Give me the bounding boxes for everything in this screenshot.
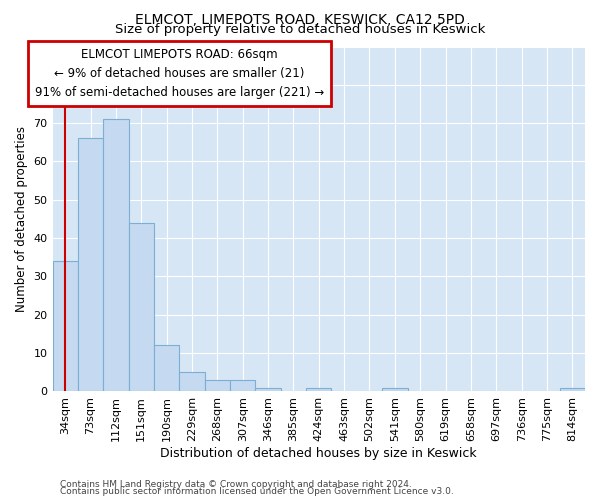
Bar [205, 380, 230, 392]
Bar [128, 223, 154, 392]
Bar [306, 388, 331, 392]
Y-axis label: Number of detached properties: Number of detached properties [15, 126, 28, 312]
Bar [230, 380, 256, 392]
Text: Contains public sector information licensed under the Open Government Licence v3: Contains public sector information licen… [60, 488, 454, 496]
Bar [560, 388, 585, 392]
Text: Size of property relative to detached houses in Keswick: Size of property relative to detached ho… [115, 24, 485, 36]
Bar [179, 372, 205, 392]
Text: ELMCOT, LIMEPOTS ROAD, KESWICK, CA12 5PD: ELMCOT, LIMEPOTS ROAD, KESWICK, CA12 5PD [135, 12, 465, 26]
Bar [256, 388, 281, 392]
X-axis label: Distribution of detached houses by size in Keswick: Distribution of detached houses by size … [160, 447, 477, 460]
Bar [382, 388, 407, 392]
Text: ELMCOT LIMEPOTS ROAD: 66sqm
← 9% of detached houses are smaller (21)
91% of semi: ELMCOT LIMEPOTS ROAD: 66sqm ← 9% of deta… [35, 48, 324, 99]
Bar [154, 346, 179, 392]
Bar [78, 138, 103, 392]
Text: Contains HM Land Registry data © Crown copyright and database right 2024.: Contains HM Land Registry data © Crown c… [60, 480, 412, 489]
Bar [103, 120, 128, 392]
Bar [53, 261, 78, 392]
